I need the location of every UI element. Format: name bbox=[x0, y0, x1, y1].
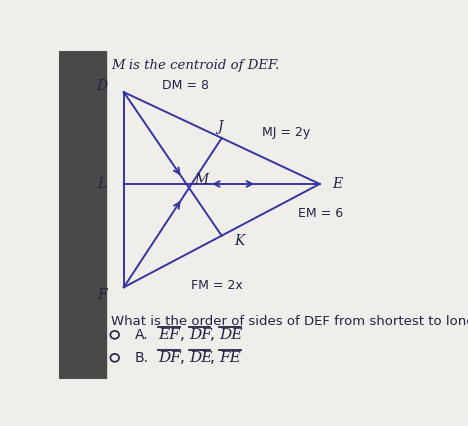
Text: EF: EF bbox=[158, 328, 180, 342]
Text: ,: , bbox=[210, 350, 215, 366]
Text: L: L bbox=[97, 177, 107, 191]
Text: ,: , bbox=[180, 327, 184, 343]
Text: E: E bbox=[332, 177, 343, 191]
Text: What is the order of sides of DEF from shortest to longest?: What is the order of sides of DEF from s… bbox=[111, 315, 468, 328]
Text: DF: DF bbox=[158, 351, 181, 365]
Text: M: M bbox=[195, 173, 209, 187]
Text: A.: A. bbox=[135, 328, 148, 342]
Text: D: D bbox=[96, 78, 108, 92]
Text: DM = 8: DM = 8 bbox=[162, 79, 209, 92]
Text: FE: FE bbox=[219, 351, 241, 365]
Text: DE: DE bbox=[189, 351, 212, 365]
Text: DE: DE bbox=[219, 328, 243, 342]
Text: ,: , bbox=[180, 350, 184, 366]
Text: F: F bbox=[97, 288, 107, 302]
Text: EM = 6: EM = 6 bbox=[298, 207, 343, 220]
Text: MJ = 2y: MJ = 2y bbox=[262, 126, 310, 139]
Text: DF: DF bbox=[189, 328, 212, 342]
Text: ,: , bbox=[210, 327, 215, 343]
Text: J: J bbox=[217, 120, 223, 134]
Text: FM = 2x: FM = 2x bbox=[191, 279, 242, 292]
Text: B.: B. bbox=[135, 351, 149, 365]
Text: M is the centroid of DEF.: M is the centroid of DEF. bbox=[111, 59, 279, 72]
Text: K: K bbox=[234, 234, 245, 248]
Bar bbox=[58, 51, 106, 379]
